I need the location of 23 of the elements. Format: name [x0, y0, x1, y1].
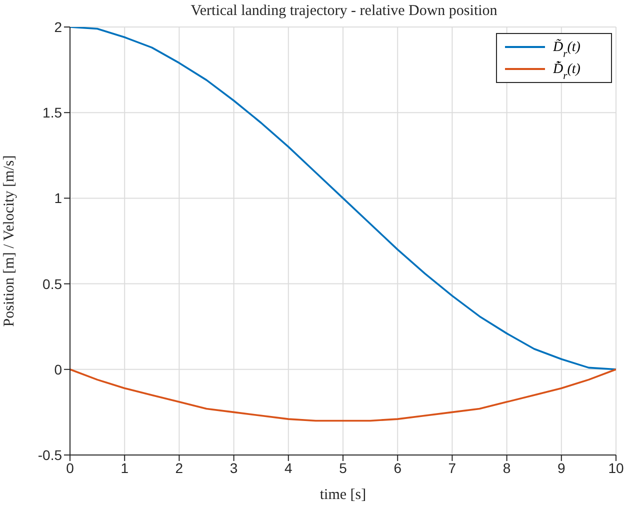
y-tick-label: 1.5 [42, 104, 62, 121]
legend-label: D̃$_{r}$(t) [552, 38, 581, 60]
x-tick-label: 2 [175, 460, 184, 476]
x-tick-label: 1 [120, 460, 129, 476]
line-series [70, 368, 616, 422]
x-axis-title: time [s] [320, 487, 366, 503]
y-tick-label: 0 [54, 361, 62, 378]
legend-label: D̃̇$_{r}$(t) [552, 60, 581, 82]
y-axis-title: Position [m] / Velocity [m/s] [1, 155, 18, 327]
x-tick-label: 5 [339, 460, 348, 476]
x-tick-label: 6 [394, 460, 402, 476]
x-tick-label: 0 [66, 460, 74, 476]
y-tick-label: 2 [54, 18, 62, 35]
x-tick-label: 4 [284, 460, 292, 476]
x-tick-label: 10 [608, 460, 624, 476]
x-tick-label: 3 [230, 460, 238, 476]
x-tick-label: 8 [502, 460, 511, 476]
x-tick-label: 9 [558, 460, 566, 476]
x-tick-label: 7 [448, 460, 456, 476]
chart-title: Vertical landing trajectory - relative Down position [190, 3, 498, 19]
y-tick-label: -0.5 [38, 446, 62, 463]
y-tick-label: 0.5 [42, 276, 62, 292]
y-tick-label: 1 [54, 190, 62, 206]
